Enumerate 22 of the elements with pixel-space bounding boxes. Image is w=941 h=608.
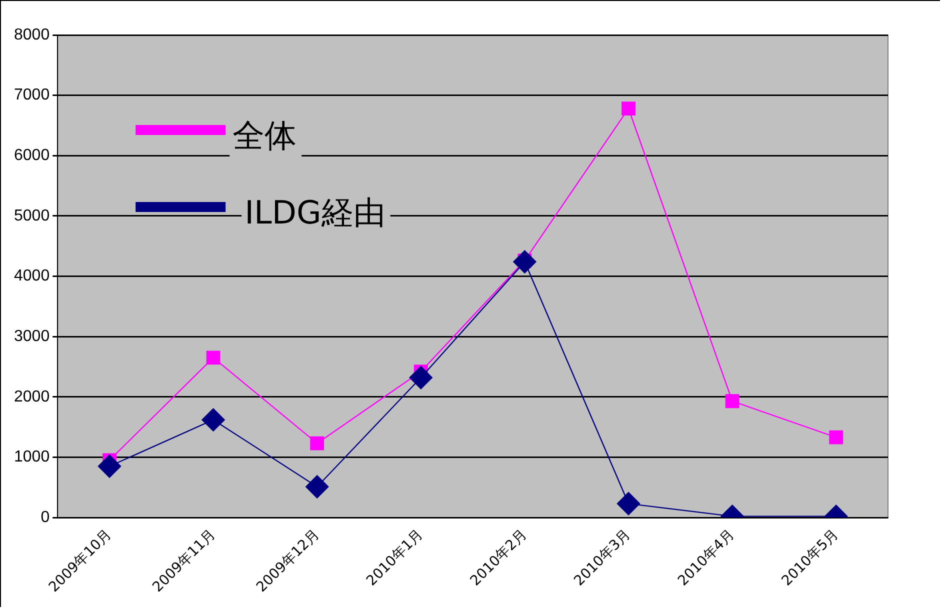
y-tick-label: 6000 <box>14 147 50 164</box>
point <box>829 430 844 444</box>
point <box>513 250 536 274</box>
point <box>310 436 324 450</box>
y-tick-label: 7000 <box>14 86 50 104</box>
y-tick-label: 8000 <box>14 26 50 44</box>
y-tick-label: 4000 <box>14 268 50 285</box>
point <box>616 492 640 516</box>
point <box>409 366 432 390</box>
y-tick-label: 5000 <box>14 207 50 224</box>
y-tick-label: 3000 <box>14 328 50 345</box>
y-tick-label: 0 <box>40 508 50 526</box>
point <box>725 394 740 408</box>
point <box>206 350 220 365</box>
y-tick-label: 2000 <box>14 388 50 406</box>
point <box>622 102 636 116</box>
legend-label: ILDG経由 <box>244 193 386 232</box>
y-tick-label: 1000 <box>14 448 50 466</box>
legend-label: 全体 <box>232 116 297 154</box>
point <box>202 408 225 432</box>
point <box>305 475 329 498</box>
point <box>98 454 122 478</box>
